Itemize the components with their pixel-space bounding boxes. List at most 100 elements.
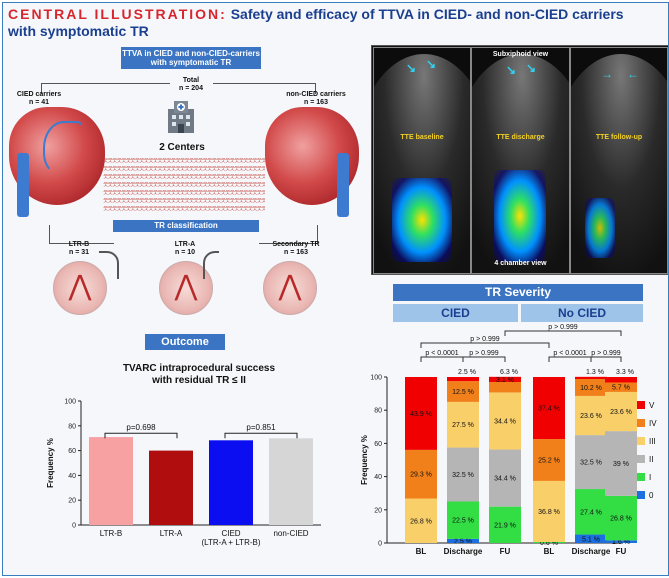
segment-label: 0.6 % (540, 540, 558, 547)
stack-seg-iii (575, 395, 607, 436)
pvalue-bracket (104, 432, 178, 439)
lead-line-ltrb (99, 251, 119, 279)
pvalue-bracket (462, 356, 506, 362)
tte-discharge-label: TTE discharge (496, 134, 545, 141)
y-tick-label: 40 (68, 473, 76, 480)
stack-seg-iii (447, 401, 479, 448)
stack-seg-0 (447, 538, 479, 543)
stack-seg-iv (405, 449, 437, 499)
stack-seg-iv (533, 439, 565, 481)
total-label: Total n = 204 (171, 77, 211, 93)
nocied-group-label: No CIED (521, 304, 643, 322)
x-tick-label: Discharge (444, 547, 483, 556)
x-tick-label: BL (544, 547, 555, 556)
tr-severity-header: TR Severity (393, 284, 643, 301)
title-line-2: with symptomatic TR (8, 23, 149, 39)
segment-label: 25.2 % (538, 458, 560, 465)
segment-label: 32.5 % (580, 460, 602, 467)
segment-label: 32.5 % (452, 472, 474, 479)
y-tick-label: 40 (374, 474, 382, 481)
top-label: 3.3 % (616, 369, 634, 376)
legend-swatch-ii (637, 455, 645, 463)
connector-ltrb (49, 225, 114, 244)
stack-seg-ii (447, 447, 479, 502)
vena-cava-icon (17, 153, 29, 217)
total-n: n = 204 (179, 85, 203, 92)
outcome-bar-chart: 0 20 40 60 80 100 Frequency % LTR-B LTR-A CIED(LT… (46, 399, 321, 547)
segment-label: 22.5 % (452, 518, 474, 525)
stack-seg-iii (605, 391, 637, 432)
outcome-box: Outcome (145, 334, 225, 350)
stack-seg-iii (405, 498, 437, 543)
cied-group-label: CIED (393, 304, 518, 322)
y-tick-label: 100 (370, 375, 382, 382)
x-tick-label: FU (616, 547, 627, 556)
legend-label: 0 (649, 491, 654, 500)
people-row-7: 웃웃웃웃웃웃웃웃웃웃웃웃웃웃웃웃웃웃웃웃웃웃웃웃웃웃웃웃웃웃웃웃웃웃웃웃웃웃웃웃… (103, 206, 265, 212)
pvalue-bracket (420, 342, 550, 348)
segment-label: 27.5 % (452, 422, 474, 429)
segment-label: 1.6 % (612, 539, 630, 546)
pvalue-label: p=0.698 (126, 423, 156, 432)
stack-seg-0 (575, 534, 607, 543)
stack-seg-ii (575, 435, 607, 490)
lead-line-ltra (203, 251, 219, 279)
cied-carriers-label: CIED carriers n = 41 (9, 91, 69, 107)
pacemaker-lead-icon (43, 121, 85, 175)
connector-secondary (259, 225, 318, 244)
y-tick-label: 60 (68, 448, 76, 455)
vena-cava-icon-right (337, 153, 349, 217)
x-tick-label: LTR-B (100, 529, 123, 538)
arrow-icon: ↘ (526, 61, 537, 75)
centers-label: 2 Centers (159, 142, 205, 153)
echo-baseline: ↘ ↘ TTE baseline (373, 47, 471, 274)
legend-swatch-v (637, 401, 645, 409)
secondary-tr-label: Secondary TR n = 163 (263, 241, 329, 257)
stack-seg-v (575, 376, 607, 379)
stack-seg-iv (575, 378, 607, 396)
four-chamber-label: 4 chamber view (494, 260, 547, 267)
ltra-n: n = 10 (174, 249, 196, 256)
secondary-n: n = 163 (284, 249, 308, 256)
subxiphoid-label: Subxiphoid view (492, 51, 549, 58)
segment-label: 21.9 % (494, 522, 516, 529)
pvalue-bracket (504, 330, 622, 336)
total-text: Total (182, 77, 200, 84)
legend-swatch-i (637, 473, 645, 481)
x-tick-label: Discharge (572, 547, 611, 556)
people-row-5: 웃웃웃웃웃웃웃웃웃웃웃웃웃웃웃웃웃웃웃웃웃웃웃웃웃웃웃웃웃웃웃웃웃웃웃웃웃웃웃웃… (103, 190, 265, 196)
stack-seg-i (489, 506, 521, 543)
top-label: 1.3 % (586, 369, 604, 376)
pvalue-label: p > 0.999 (469, 350, 498, 357)
x-tick-label: LTR-A (160, 529, 183, 538)
people-row-1: 웃웃웃웃웃웃웃웃웃웃웃웃웃웃웃웃웃웃웃웃웃웃웃웃웃웃웃웃웃웃웃웃웃웃웃웃웃웃웃웃… (103, 158, 265, 164)
people-row-4: 웃웃웃웃웃웃웃웃웃웃웃웃웃웃웃웃웃웃웃웃웃웃웃웃웃웃웃웃웃웃웃웃웃웃웃웃웃웃웃웃… (103, 182, 265, 188)
central-label: CENTRAL ILLUSTRATION (8, 6, 221, 22)
bar-ltr-a (149, 450, 193, 525)
segment-label: 23.6 % (580, 413, 602, 420)
x-tick-label: BL (416, 547, 427, 556)
noncied-n: n = 163 (304, 99, 328, 106)
arrow-icon: ↘ (506, 63, 517, 77)
segment-label: 39 % (613, 461, 629, 468)
tr-severity-chart: 0 20 40 60 80 100 Frequency % 26.8 % 29.3 % 43.9 … (360, 324, 657, 556)
legend-label: I (649, 473, 651, 482)
pvalue-bracket (590, 356, 622, 362)
cied-n: n = 41 (28, 99, 50, 106)
segment-label: 5.7 % (612, 385, 630, 392)
pvalue-label: p > 0.999 (470, 336, 499, 343)
y-axis-title: Frequency % (360, 435, 369, 485)
y-tick-label: 0 (378, 541, 382, 548)
y-axis-title: Frequency % (46, 438, 55, 488)
tte-baseline-label: TTE baseline (400, 134, 444, 141)
echo-followup: → ← TTE follow-up (570, 47, 668, 274)
y-tick-label: 60 (374, 441, 382, 448)
segment-label: 36.8 % (538, 509, 560, 516)
stack-seg-ii (489, 449, 521, 507)
arrow-icon: ← (627, 67, 639, 81)
stack-seg-i (605, 495, 637, 541)
legend-label: II (649, 455, 653, 464)
pvalue-label: p < 0.0001 (553, 350, 586, 357)
stack-seg-iii (533, 480, 565, 543)
x-tick-sublabel: (LTR-A + LTR-B) (201, 538, 260, 547)
